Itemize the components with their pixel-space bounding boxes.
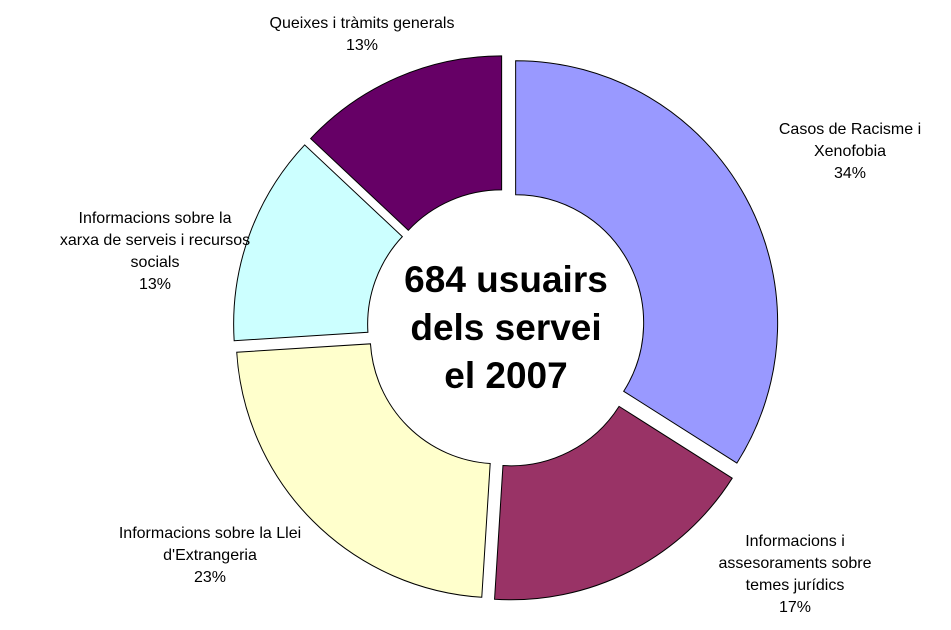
category-label: Informacions sobre la xarxa de serveis i… (59, 210, 251, 271)
value-label: 17% (778, 599, 812, 616)
value-label: 13% (138, 276, 172, 293)
donut-slice (233, 144, 404, 342)
center-text: 684 usuairs dels servei el 2007 (404, 259, 608, 396)
donut-slice (515, 60, 779, 464)
donut-slice (494, 405, 733, 601)
slice-label: Informacions sobre la xarxa de serveis i… (5, 208, 305, 296)
category-label: Informacions sobre la Llei d'Extrangeria (118, 525, 302, 564)
category-label: Queixes i tràmits generals (269, 15, 455, 32)
value-label: 13% (345, 37, 379, 54)
slice-label: Casos de Racisme i Xenofobia 34% (700, 119, 951, 185)
donut-slice (309, 55, 503, 231)
value-label: 23% (193, 569, 227, 586)
slice-label: Informacions sobre la Llei d'Extrangeria… (60, 523, 360, 589)
slice-label: Informacions i assesoraments sobre temes… (645, 531, 945, 619)
slice-label: Queixes i tràmits generals 13% (212, 13, 512, 57)
donut-slice (236, 343, 491, 598)
category-label: Informacions i assesoraments sobre temes… (718, 533, 872, 594)
value-label: 34% (833, 165, 867, 182)
category-label: Casos de Racisme i Xenofobia (778, 121, 922, 160)
